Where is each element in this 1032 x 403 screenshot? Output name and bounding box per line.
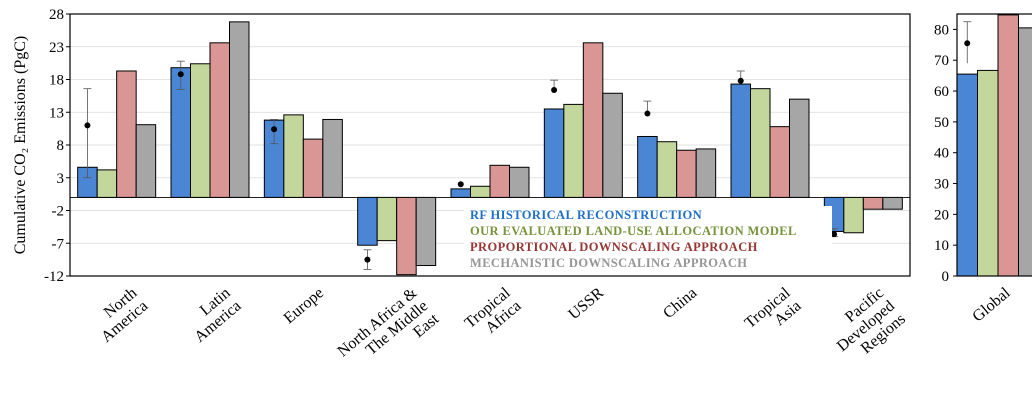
y-tick-label: 3 [57, 171, 65, 187]
bar [470, 185, 491, 198]
y-tick-label: 30 [934, 177, 949, 193]
global-chart-panel: 80 70 60 50 40 30 20 10 0 Global [934, 13, 1032, 325]
y-tick-label: 80 [934, 22, 949, 38]
legend-entry: MECHANISTIC DOWNSCALING APPROACH [470, 256, 747, 270]
bar [750, 88, 771, 198]
y-tick-label: 28 [49, 7, 64, 23]
y-tick-label: -2 [52, 204, 65, 220]
bar [135, 124, 157, 198]
bar [862, 196, 884, 210]
bar [415, 196, 437, 267]
bar [396, 196, 417, 276]
regional-chart-panel: 28 23 18 13 8 3 -2 -7 -12 Cumulative CO₂ Emission… [12, 7, 911, 360]
reference-point [551, 86, 558, 93]
y-tick-label: -7 [52, 236, 65, 252]
bar [322, 118, 343, 198]
bar [956, 73, 978, 277]
bar [997, 14, 1019, 277]
legend-entry: RF HISTORICAL RECONSTRUCTION [470, 208, 702, 222]
category-label: USSR [565, 284, 607, 323]
bar [656, 141, 678, 198]
y-tick-label: 18 [49, 73, 64, 89]
bar [1018, 27, 1032, 277]
y-tick-label: 8 [57, 138, 65, 154]
legend-entry: OUR EVALUATED LAND-USE ALLOCATION MODEL [470, 224, 797, 238]
bar [509, 166, 530, 198]
bar [543, 108, 565, 198]
bar [602, 92, 623, 198]
reference-point [831, 231, 838, 238]
reference-point [737, 77, 744, 84]
legend-entry: PROPORTIONAL DOWNSCALING APPROACH [470, 240, 758, 254]
bar [882, 196, 903, 210]
bar [283, 114, 304, 198]
y-tick-label: 70 [934, 53, 949, 69]
reference-point [177, 71, 184, 78]
bar [843, 196, 864, 234]
category-label: Europe [281, 284, 327, 327]
legend: RF HISTORICAL RECONSTRUCTION OUR EVALUATE… [464, 206, 832, 272]
category-label-line: USSR [565, 284, 607, 323]
reference-point [964, 40, 971, 47]
category-label: Global [969, 284, 1014, 325]
bar [302, 138, 324, 198]
plot-frame [69, 13, 911, 277]
bar [489, 164, 510, 198]
bar [789, 98, 810, 198]
y-tick-label: 13 [49, 105, 64, 121]
bar [229, 21, 250, 198]
plot-frame [956, 13, 1032, 277]
bar [676, 149, 697, 198]
bar [376, 196, 398, 242]
category-label-line: Europe [281, 284, 327, 327]
bar [637, 135, 658, 198]
y-tick-label: 10 [934, 238, 949, 254]
y-tick-label: 0 [942, 269, 950, 285]
category-label-line: China [660, 284, 700, 322]
bar [563, 103, 584, 198]
y-tick-label: 50 [934, 115, 949, 131]
category-label-line: Global [969, 284, 1014, 325]
bar [769, 126, 790, 198]
category-label: China [660, 284, 700, 322]
reference-point [364, 256, 371, 263]
bar [582, 42, 604, 198]
y-axis-label: Cumulative CO₂ Emissions (PgC) [12, 36, 29, 254]
bar [977, 69, 999, 277]
y-tick-label: 40 [934, 146, 949, 162]
bar [357, 196, 378, 246]
y-tick-label: 60 [934, 84, 949, 100]
reference-point [271, 126, 278, 133]
bar [116, 70, 137, 198]
bar [96, 169, 118, 198]
y-tick-label: -12 [44, 269, 64, 285]
bar [730, 83, 751, 198]
bar [695, 148, 717, 198]
reference-point [457, 181, 464, 188]
y-tick-label: 23 [49, 40, 64, 56]
bar [450, 188, 471, 198]
y-tick-label: 20 [934, 207, 949, 223]
legend-background [464, 206, 832, 272]
bar [209, 42, 230, 198]
bar [190, 63, 211, 198]
reference-point [84, 122, 91, 129]
reference-point [644, 110, 651, 117]
